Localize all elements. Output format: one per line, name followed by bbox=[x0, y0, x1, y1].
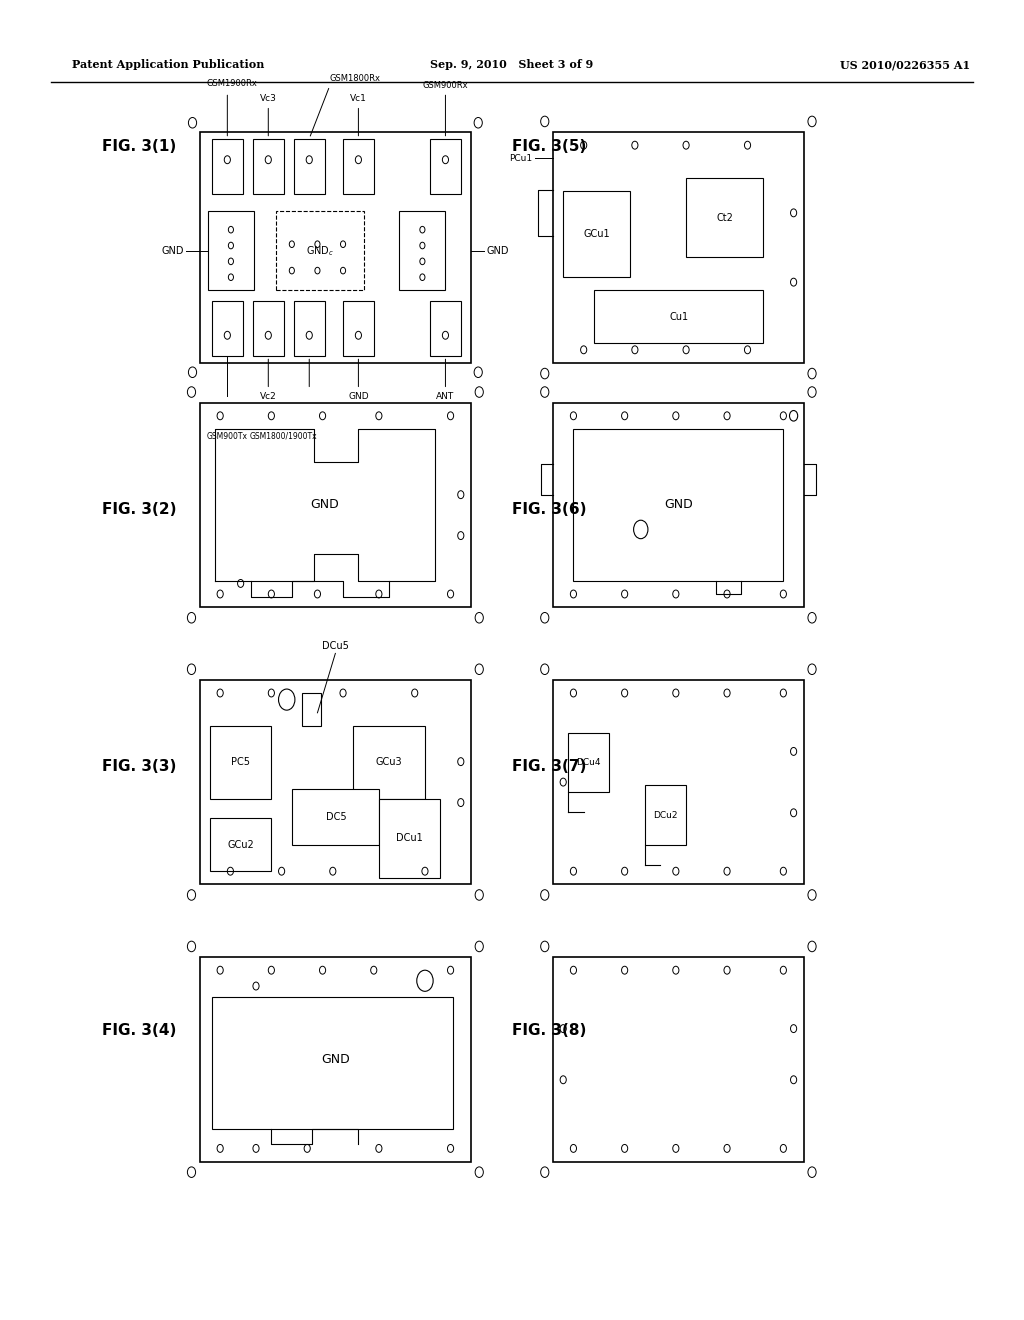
Bar bbox=[253, 301, 284, 356]
Text: GCu2: GCu2 bbox=[227, 840, 254, 850]
Text: Ct2: Ct2 bbox=[717, 213, 733, 223]
Text: FIG. 3(1): FIG. 3(1) bbox=[102, 139, 177, 153]
Bar bbox=[343, 139, 374, 194]
Text: FIG. 3(7): FIG. 3(7) bbox=[512, 759, 587, 774]
Bar bbox=[276, 211, 364, 290]
Text: Vc2: Vc2 bbox=[260, 392, 276, 401]
Bar bbox=[353, 726, 425, 799]
Bar bbox=[200, 680, 471, 884]
Bar bbox=[563, 191, 630, 277]
Bar bbox=[210, 818, 271, 871]
Text: GSM1900Rx: GSM1900Rx bbox=[207, 79, 258, 88]
Bar bbox=[568, 733, 609, 792]
Bar bbox=[253, 139, 284, 194]
Text: GCu1: GCu1 bbox=[584, 228, 610, 239]
Bar bbox=[553, 957, 804, 1162]
Text: Patent Application Publication: Patent Application Publication bbox=[72, 59, 264, 70]
Text: GND: GND bbox=[321, 1053, 350, 1065]
Bar bbox=[294, 139, 325, 194]
Text: DCu5: DCu5 bbox=[322, 640, 349, 651]
Bar bbox=[343, 301, 374, 356]
Text: GCu3: GCu3 bbox=[376, 756, 402, 767]
Text: GND: GND bbox=[162, 246, 184, 256]
Text: GND: GND bbox=[664, 499, 693, 511]
Text: GSM1800/1900Tx: GSM1800/1900Tx bbox=[250, 432, 317, 441]
Text: GSM900Tx: GSM900Tx bbox=[207, 432, 248, 441]
Bar bbox=[379, 799, 440, 878]
Text: FIG. 3(8): FIG. 3(8) bbox=[512, 1023, 587, 1038]
Bar bbox=[212, 997, 453, 1129]
Text: GSM900Rx: GSM900Rx bbox=[423, 81, 468, 90]
Text: US 2010/0226355 A1: US 2010/0226355 A1 bbox=[840, 59, 970, 70]
Text: ANT: ANT bbox=[436, 392, 455, 401]
Text: Cu1: Cu1 bbox=[670, 312, 688, 322]
Bar bbox=[200, 957, 471, 1162]
Text: FIG. 3(6): FIG. 3(6) bbox=[512, 502, 587, 516]
Text: GND: GND bbox=[486, 246, 509, 256]
Bar bbox=[430, 139, 461, 194]
Bar bbox=[200, 403, 471, 607]
Text: GND: GND bbox=[348, 392, 369, 401]
Text: DC5: DC5 bbox=[326, 812, 346, 822]
Bar bbox=[208, 211, 254, 290]
Bar bbox=[302, 693, 321, 726]
Text: GND$_c$: GND$_c$ bbox=[306, 244, 334, 257]
Bar bbox=[430, 301, 461, 356]
Bar bbox=[212, 301, 243, 356]
Text: GSM1800Rx: GSM1800Rx bbox=[330, 74, 381, 83]
Bar bbox=[399, 211, 445, 290]
Bar bbox=[573, 429, 783, 581]
Bar bbox=[553, 132, 804, 363]
Bar bbox=[553, 403, 804, 607]
Bar bbox=[686, 178, 763, 257]
Text: Vc3: Vc3 bbox=[260, 94, 276, 103]
Text: FIG. 3(4): FIG. 3(4) bbox=[102, 1023, 177, 1038]
Text: FIG. 3(3): FIG. 3(3) bbox=[102, 759, 177, 774]
Text: Sep. 9, 2010   Sheet 3 of 9: Sep. 9, 2010 Sheet 3 of 9 bbox=[430, 59, 593, 70]
Bar bbox=[294, 301, 325, 356]
Bar bbox=[212, 139, 243, 194]
Text: DCu4: DCu4 bbox=[577, 759, 601, 767]
Bar bbox=[553, 680, 804, 884]
Text: FIG. 3(5): FIG. 3(5) bbox=[512, 139, 587, 153]
Bar bbox=[594, 290, 763, 343]
Text: PC5: PC5 bbox=[231, 756, 250, 767]
Text: DCu1: DCu1 bbox=[396, 833, 423, 843]
Text: FIG. 3(2): FIG. 3(2) bbox=[102, 502, 177, 516]
Bar bbox=[210, 726, 271, 799]
Text: Vc1: Vc1 bbox=[350, 94, 367, 103]
Text: PCu1: PCu1 bbox=[509, 154, 532, 162]
Text: GND: GND bbox=[310, 499, 340, 511]
Bar bbox=[200, 132, 471, 363]
Text: DCu2: DCu2 bbox=[653, 812, 678, 820]
Bar bbox=[292, 789, 379, 845]
Bar bbox=[645, 785, 686, 845]
